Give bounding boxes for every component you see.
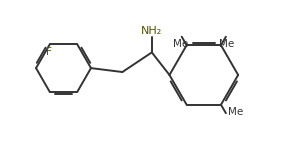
Text: F: F [46,47,52,57]
Text: Me: Me [219,39,235,49]
Text: NH₂: NH₂ [141,26,162,36]
Text: Me: Me [173,39,188,49]
Text: Me: Me [228,107,243,117]
